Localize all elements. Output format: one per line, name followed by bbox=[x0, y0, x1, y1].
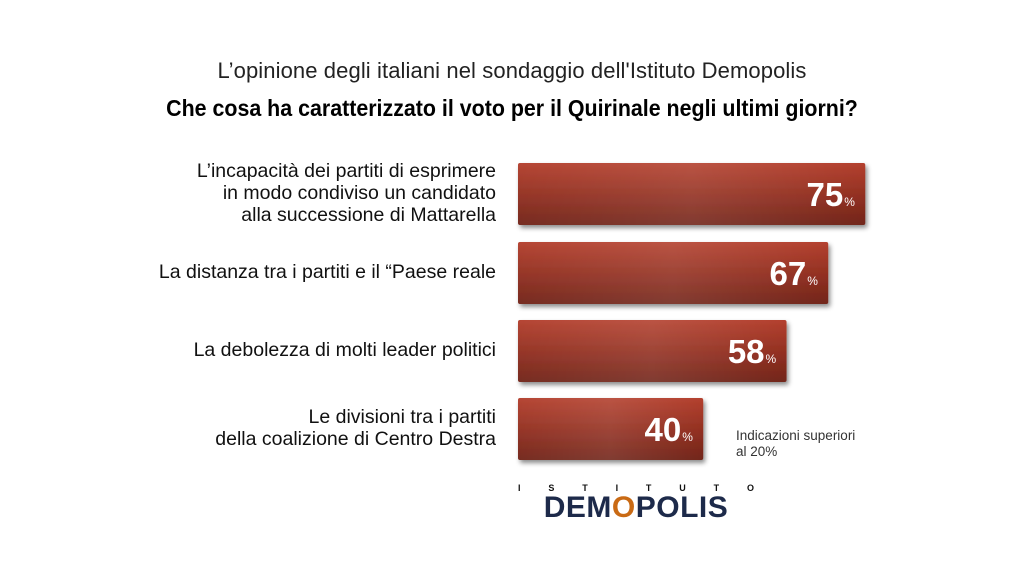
logo-o: O bbox=[611, 491, 636, 524]
bar-sheen bbox=[518, 320, 787, 382]
bar-value-unit: % bbox=[844, 195, 855, 209]
logo-top-letter: T bbox=[713, 483, 720, 493]
logo-part-1: DEM bbox=[543, 491, 612, 524]
logo-top-letter: I bbox=[615, 483, 619, 493]
bar-sheen bbox=[518, 242, 829, 304]
bar-value-label: 75 bbox=[807, 176, 844, 213]
bar-group: 58% bbox=[518, 320, 787, 382]
category-label: L’incapacità dei partiti di esprimere in… bbox=[196, 160, 496, 226]
logo-top-letter: O bbox=[746, 483, 754, 493]
category-label: La distanza tra i partiti e il “Paese re… bbox=[158, 261, 496, 283]
logo-top-letter: U bbox=[679, 483, 686, 493]
logo-wordmark: DEMOPOLIS bbox=[518, 491, 754, 525]
bar-sheen bbox=[518, 163, 866, 225]
bar-group: 40% bbox=[518, 398, 704, 460]
bars-layer: 75 %67 %58 %40% bbox=[518, 163, 866, 460]
chart-subtitle: L’opinione degli italiani nel sondaggio … bbox=[217, 58, 807, 83]
bar-sheen bbox=[518, 398, 704, 460]
bar-value-unit: % bbox=[682, 430, 693, 444]
footnote: Indicazioni superiori al 20% bbox=[736, 428, 856, 459]
logo-top-letter: S bbox=[548, 483, 555, 493]
bar-value-label: 58 bbox=[728, 333, 765, 370]
logo-top-letter: T bbox=[582, 483, 588, 493]
bar-value-unit: % bbox=[807, 274, 818, 288]
chart-title: Che cosa ha caratterizzato il voto per i… bbox=[166, 95, 858, 121]
logo-top-letter: I bbox=[518, 483, 521, 493]
category-label: La debolezza di molti leader politici bbox=[193, 339, 496, 361]
bar-group: 75% bbox=[518, 163, 866, 225]
logo-top-letter: T bbox=[645, 483, 652, 493]
bar-group: 67% bbox=[518, 242, 829, 304]
bar-value-label: 67 bbox=[769, 255, 806, 292]
bar-value-unit: % bbox=[766, 352, 777, 366]
category-label: Le divisioni tra i partiti della coalizi… bbox=[215, 406, 496, 450]
bar-value-label: 40 bbox=[644, 411, 681, 448]
logo-part-2: POLIS bbox=[635, 491, 729, 524]
